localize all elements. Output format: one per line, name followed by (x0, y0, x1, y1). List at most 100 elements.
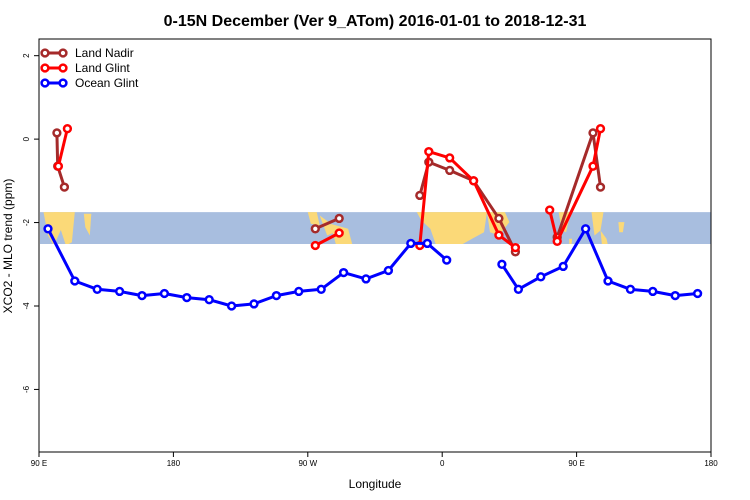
land-central-america-1 (307, 212, 320, 226)
legend-label: Land Nadir (75, 46, 134, 60)
y-axis-label: XCO2 - MLO trend (ppm) (1, 179, 15, 314)
data-point (53, 161, 64, 171)
legend-item: Land Glint (40, 61, 130, 75)
data-point (361, 274, 371, 284)
data-point (552, 236, 562, 246)
data-point (415, 190, 425, 201)
chart-title: 0-15N December (Ver 9_ATom) 2016-01-01 t… (164, 13, 587, 30)
land-philippines (83, 213, 92, 236)
data-point (137, 290, 147, 301)
land-east-africa (487, 212, 510, 236)
series-ocean-glint (43, 224, 703, 311)
series-layer (43, 124, 703, 311)
y-axis: 2 0 -2 -4 -6 (22, 53, 39, 393)
data-point (334, 213, 344, 224)
series-land-glint (53, 124, 606, 253)
data-point (588, 128, 598, 138)
land-central-america-2 (319, 215, 335, 236)
legend-marker (58, 63, 68, 73)
land-pacific-islands (618, 222, 625, 233)
legend-marker (58, 48, 68, 58)
data-point (204, 295, 214, 305)
legend-label: Ocean Glint (75, 76, 139, 90)
data-point (70, 276, 80, 286)
data-point (442, 255, 452, 265)
data-point (114, 286, 125, 297)
data-point (648, 286, 658, 297)
y-tick-label: 2 (22, 53, 31, 58)
land-indochina (591, 212, 604, 236)
x-tick-label: 90 E (31, 459, 47, 468)
data-point (510, 242, 521, 253)
data-point (468, 176, 479, 186)
data-point (249, 299, 259, 309)
data-point (62, 124, 73, 134)
land-west-africa (416, 212, 487, 244)
map-band (40, 212, 711, 244)
x-axis: 90 E 180 90 W 0 90 E 180 (31, 452, 718, 468)
land-sri-lanka (569, 238, 573, 244)
data-point (59, 182, 70, 192)
data-point (271, 290, 282, 301)
data-point (310, 240, 320, 251)
land-se-asia (53, 212, 75, 244)
data-point (536, 272, 546, 282)
series-line (548, 128, 602, 243)
data-point (445, 165, 455, 176)
y-tick-label: -2 (22, 218, 31, 226)
plot-frame (38, 38, 712, 453)
map-ocean (40, 212, 711, 244)
data-point (545, 205, 555, 215)
data-point (588, 161, 598, 171)
data-point (406, 238, 416, 249)
data-point (494, 230, 504, 240)
x-tick-label: 180 (167, 459, 181, 468)
series-line (56, 128, 69, 167)
y-tick-label: 0 (22, 136, 31, 141)
data-point (316, 284, 326, 294)
data-point (558, 261, 568, 272)
data-point (159, 288, 170, 299)
data-point (338, 267, 349, 278)
legend-item: Land Nadir (40, 46, 134, 60)
data-point (422, 238, 432, 249)
land-malay (600, 230, 608, 244)
legend-marker (40, 78, 50, 88)
data-point (494, 213, 504, 224)
data-point (383, 265, 394, 276)
data-point (424, 146, 434, 157)
data-point (513, 284, 524, 294)
data-point (182, 292, 192, 303)
data-point (625, 284, 636, 294)
data-point (595, 182, 606, 192)
legend-marker (40, 63, 50, 73)
legend-item: Ocean Glint (40, 76, 139, 90)
data-point (310, 224, 320, 234)
series-land-nadir (52, 128, 606, 257)
data-point (603, 276, 613, 286)
data-point (692, 288, 703, 299)
x-tick-label: 90 W (298, 459, 317, 468)
series-line (500, 227, 698, 298)
data-point (92, 284, 102, 294)
data-point (580, 224, 591, 234)
data-point (445, 153, 455, 163)
y-tick-label: -6 (22, 385, 31, 393)
y-tick-label: -4 (22, 302, 31, 310)
x-axis-label: Longitude (349, 477, 402, 491)
legend-label: Land Glint (75, 61, 130, 75)
x-tick-label: 180 (704, 459, 718, 468)
data-point (43, 224, 53, 234)
data-point (52, 128, 62, 138)
x-tick-label: 0 (440, 459, 445, 468)
data-point (226, 301, 237, 311)
data-point (595, 124, 606, 134)
legend-marker (58, 78, 68, 88)
data-point (334, 228, 344, 238)
data-point (497, 259, 507, 269)
data-point (670, 290, 680, 301)
x-tick-label: 90 E (568, 459, 584, 468)
data-point (294, 286, 304, 297)
